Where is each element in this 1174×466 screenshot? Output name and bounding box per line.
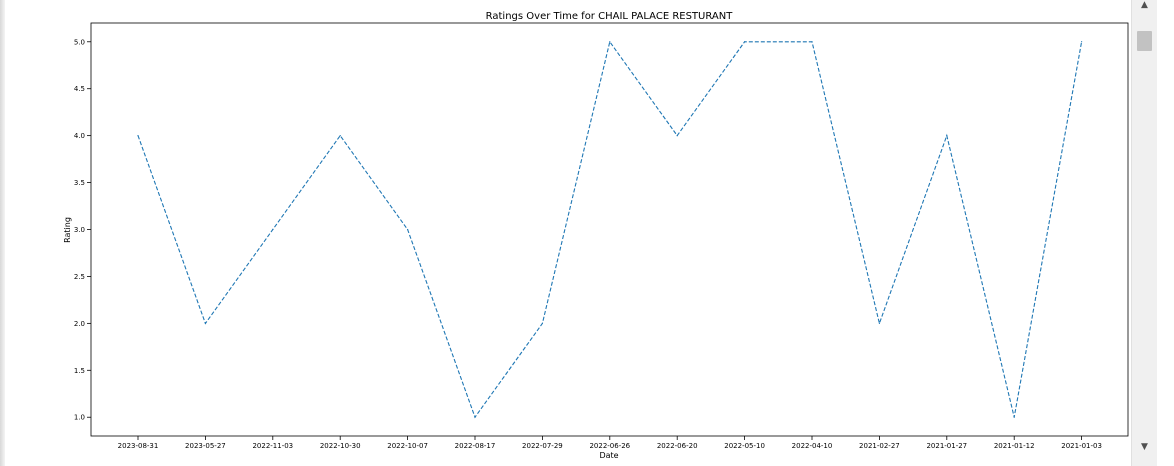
x-tick-label: 2022-11-03 bbox=[252, 442, 293, 450]
data-point bbox=[609, 41, 611, 43]
y-tick-label: 1.5 bbox=[74, 367, 85, 375]
scroll-down-arrow-icon[interactable]: ▼ bbox=[1141, 442, 1148, 452]
data-point bbox=[474, 416, 476, 418]
y-axis-label: Rating bbox=[63, 217, 72, 243]
scroll-up-arrow-icon[interactable]: ▲ bbox=[1141, 0, 1148, 10]
y-tick-label: 4.0 bbox=[74, 132, 85, 140]
x-tick-label: 2022-06-26 bbox=[589, 442, 630, 450]
scrollbar-thumb[interactable] bbox=[1137, 31, 1152, 51]
x-tick-label: 2022-08-17 bbox=[455, 442, 496, 450]
x-axis: 2023-08-31 2023-05-27 2022-11-03 2022-10-30… bbox=[118, 436, 1102, 450]
data-point bbox=[946, 135, 948, 137]
x-tick-label: 2022-07-29 bbox=[522, 442, 563, 450]
data-point bbox=[339, 135, 341, 137]
plot-area bbox=[90, 22, 1129, 437]
x-tick-label: 2021-01-12 bbox=[994, 442, 1035, 450]
chart-title: Ratings Over Time for CHAIL PALACE RESTU… bbox=[486, 11, 734, 22]
data-point bbox=[407, 228, 409, 231]
x-tick-label: 2021-01-03 bbox=[1061, 442, 1102, 450]
y-tick-label: 2.0 bbox=[74, 320, 85, 328]
y-tick-label: 5.0 bbox=[74, 38, 85, 46]
y-tick-label: 2.5 bbox=[74, 273, 85, 281]
x-tick-label: 2023-08-31 bbox=[118, 442, 159, 450]
data-point bbox=[676, 135, 678, 137]
x-tick-label: 2022-06-20 bbox=[657, 442, 698, 450]
y-tick-label: 3.5 bbox=[74, 179, 85, 187]
line-chart: Ratings Over Time for CHAIL PALACE RESTU… bbox=[63, 11, 1129, 460]
series-layer bbox=[137, 40, 1083, 419]
vertical-scrollbar[interactable]: ▲ ▼ bbox=[1131, 0, 1157, 466]
y-axis: 1.0 1.5 2.0 2.5 3.0 3.5 4.0 4.5 5.0 bbox=[74, 38, 91, 422]
y-tick-label: 3.0 bbox=[74, 226, 85, 234]
y-tick-label: 1.0 bbox=[74, 414, 85, 422]
data-point bbox=[1013, 416, 1015, 418]
data-point bbox=[744, 41, 746, 43]
data-point bbox=[878, 322, 881, 324]
data-point bbox=[272, 228, 274, 231]
x-tick-label: 2022-10-07 bbox=[387, 442, 428, 450]
data-point bbox=[204, 322, 206, 324]
x-tick-label: 2023-05-27 bbox=[185, 442, 226, 450]
x-tick-label: 2022-05-10 bbox=[724, 442, 765, 450]
x-tick-label: 2022-10-30 bbox=[320, 442, 361, 450]
right-margin bbox=[1157, 0, 1174, 466]
data-point bbox=[137, 135, 139, 137]
data-point bbox=[1081, 41, 1083, 43]
series-line bbox=[137, 40, 1083, 419]
x-axis-label: Date bbox=[599, 451, 618, 460]
y-tick-label: 4.5 bbox=[74, 85, 85, 93]
x-tick-label: 2022-04-10 bbox=[792, 442, 833, 450]
data-point bbox=[541, 322, 544, 324]
window-left-edge bbox=[0, 0, 5, 466]
data-point bbox=[811, 41, 813, 43]
x-tick-label: 2021-02-27 bbox=[859, 442, 900, 450]
x-tick-label: 2021-01-27 bbox=[926, 442, 967, 450]
